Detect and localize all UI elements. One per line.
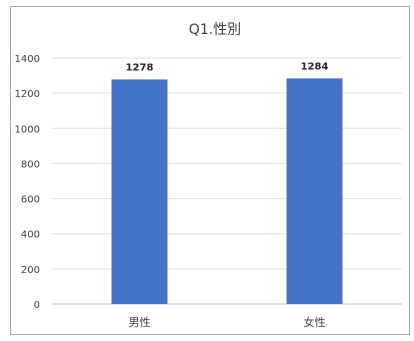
x-axis-categories: 男性 女性 xyxy=(129,315,326,329)
bar-1 xyxy=(286,78,343,304)
y-tick-label: 1200 xyxy=(15,89,40,100)
category-label: 男性 xyxy=(129,315,151,329)
chart-frame xyxy=(10,6,410,335)
data-labels: 1278 1284 xyxy=(126,61,329,73)
chart-title: Q1.性別 xyxy=(189,22,241,38)
y-tick-label: 1000 xyxy=(15,124,40,135)
y-tick-label: 1400 xyxy=(15,54,40,65)
category-label: 女性 xyxy=(304,315,326,329)
bars xyxy=(111,78,343,305)
y-tick-label: 0 xyxy=(34,300,40,311)
y-tick-label: 200 xyxy=(21,265,40,276)
y-tick-label: 600 xyxy=(21,195,40,206)
gridlines xyxy=(52,57,402,305)
bar-0 xyxy=(111,79,168,305)
y-axis-ticks: 0 200 400 600 800 1000 1200 1400 xyxy=(15,54,40,311)
y-tick-label: 400 xyxy=(21,230,40,241)
data-label: 1284 xyxy=(301,61,329,72)
y-tick-label: 800 xyxy=(21,159,40,170)
data-label: 1278 xyxy=(126,62,154,73)
